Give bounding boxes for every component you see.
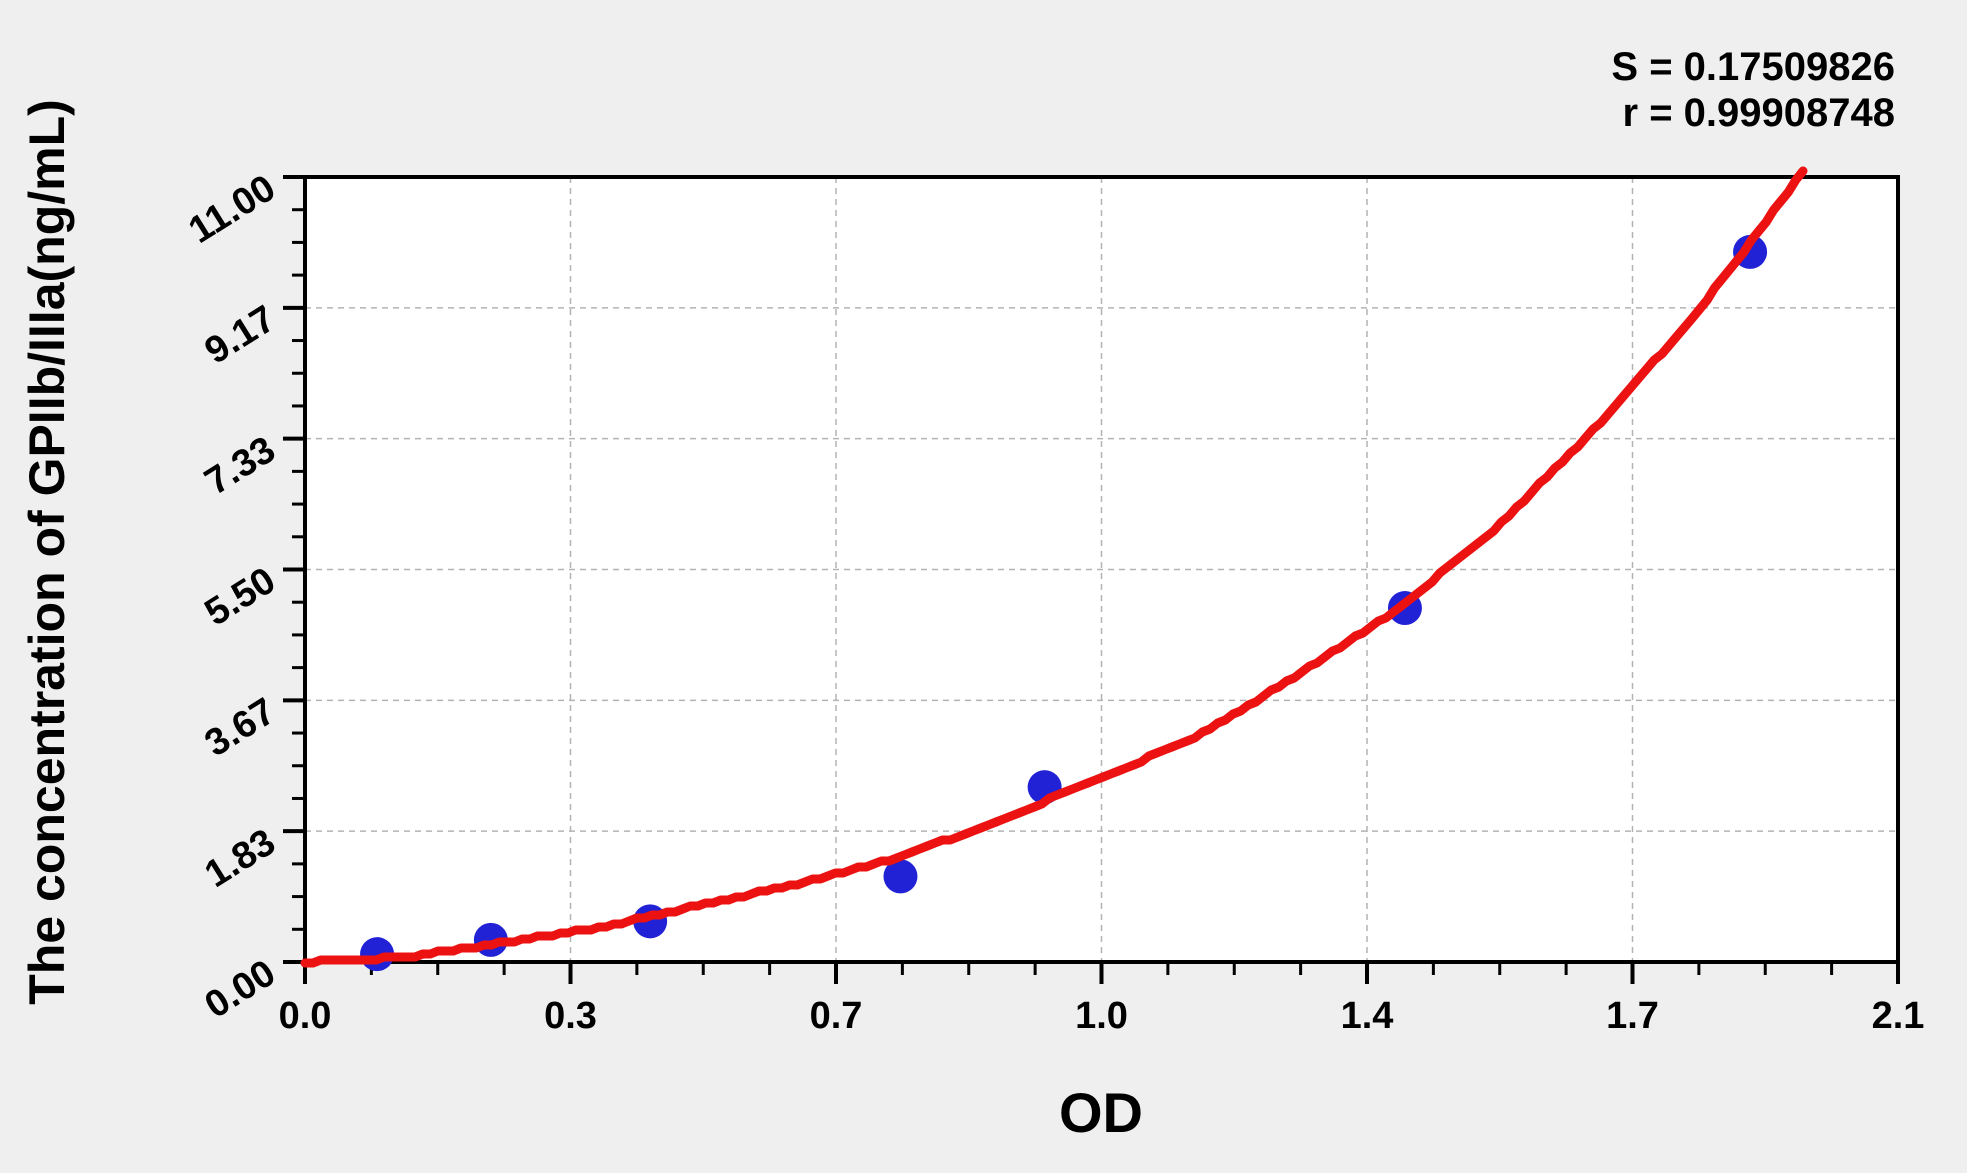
y-tick-label: 9.17 <box>198 298 283 373</box>
stat-r-value: r = 0.99908748 <box>1623 91 1895 135</box>
y-tick-label: 1.83 <box>198 821 283 896</box>
x-axis-title: OD <box>1059 1081 1143 1144</box>
x-tick-label: 1.0 <box>1075 995 1128 1037</box>
x-tick-label: 1.7 <box>1606 995 1659 1037</box>
y-axis-title: The concentration of GPIIb/IIIa(ng/mL) <box>19 99 75 1005</box>
y-tick-label: 0.00 <box>198 952 283 1027</box>
y-tick-label: 7.33 <box>198 429 283 504</box>
x-tick-label: 2.1 <box>1872 995 1925 1037</box>
x-tick-label: 0.7 <box>810 995 863 1037</box>
y-tick-label: 3.67 <box>198 690 283 765</box>
y-tick-labels: 0.00 1.83 3.67 5.50 7.33 9.17 11.00 <box>182 167 283 1027</box>
y-tick-label: 5.50 <box>198 560 283 635</box>
x-tick-labels: 0.0 0.3 0.7 1.0 1.4 1.7 2.1 <box>279 995 1925 1037</box>
x-tick-label: 0.3 <box>544 995 597 1037</box>
gridlines <box>305 177 1898 962</box>
y-tick-label: 11.00 <box>182 167 283 252</box>
stat-s-value: S = 0.17509826 <box>1611 45 1895 89</box>
x-tick-label: 0.0 <box>279 995 332 1037</box>
x-tick-label: 1.4 <box>1341 995 1394 1037</box>
axis-ticks <box>283 175 1900 984</box>
fitted-curve-line <box>300 166 1808 968</box>
data-point <box>883 859 918 894</box>
